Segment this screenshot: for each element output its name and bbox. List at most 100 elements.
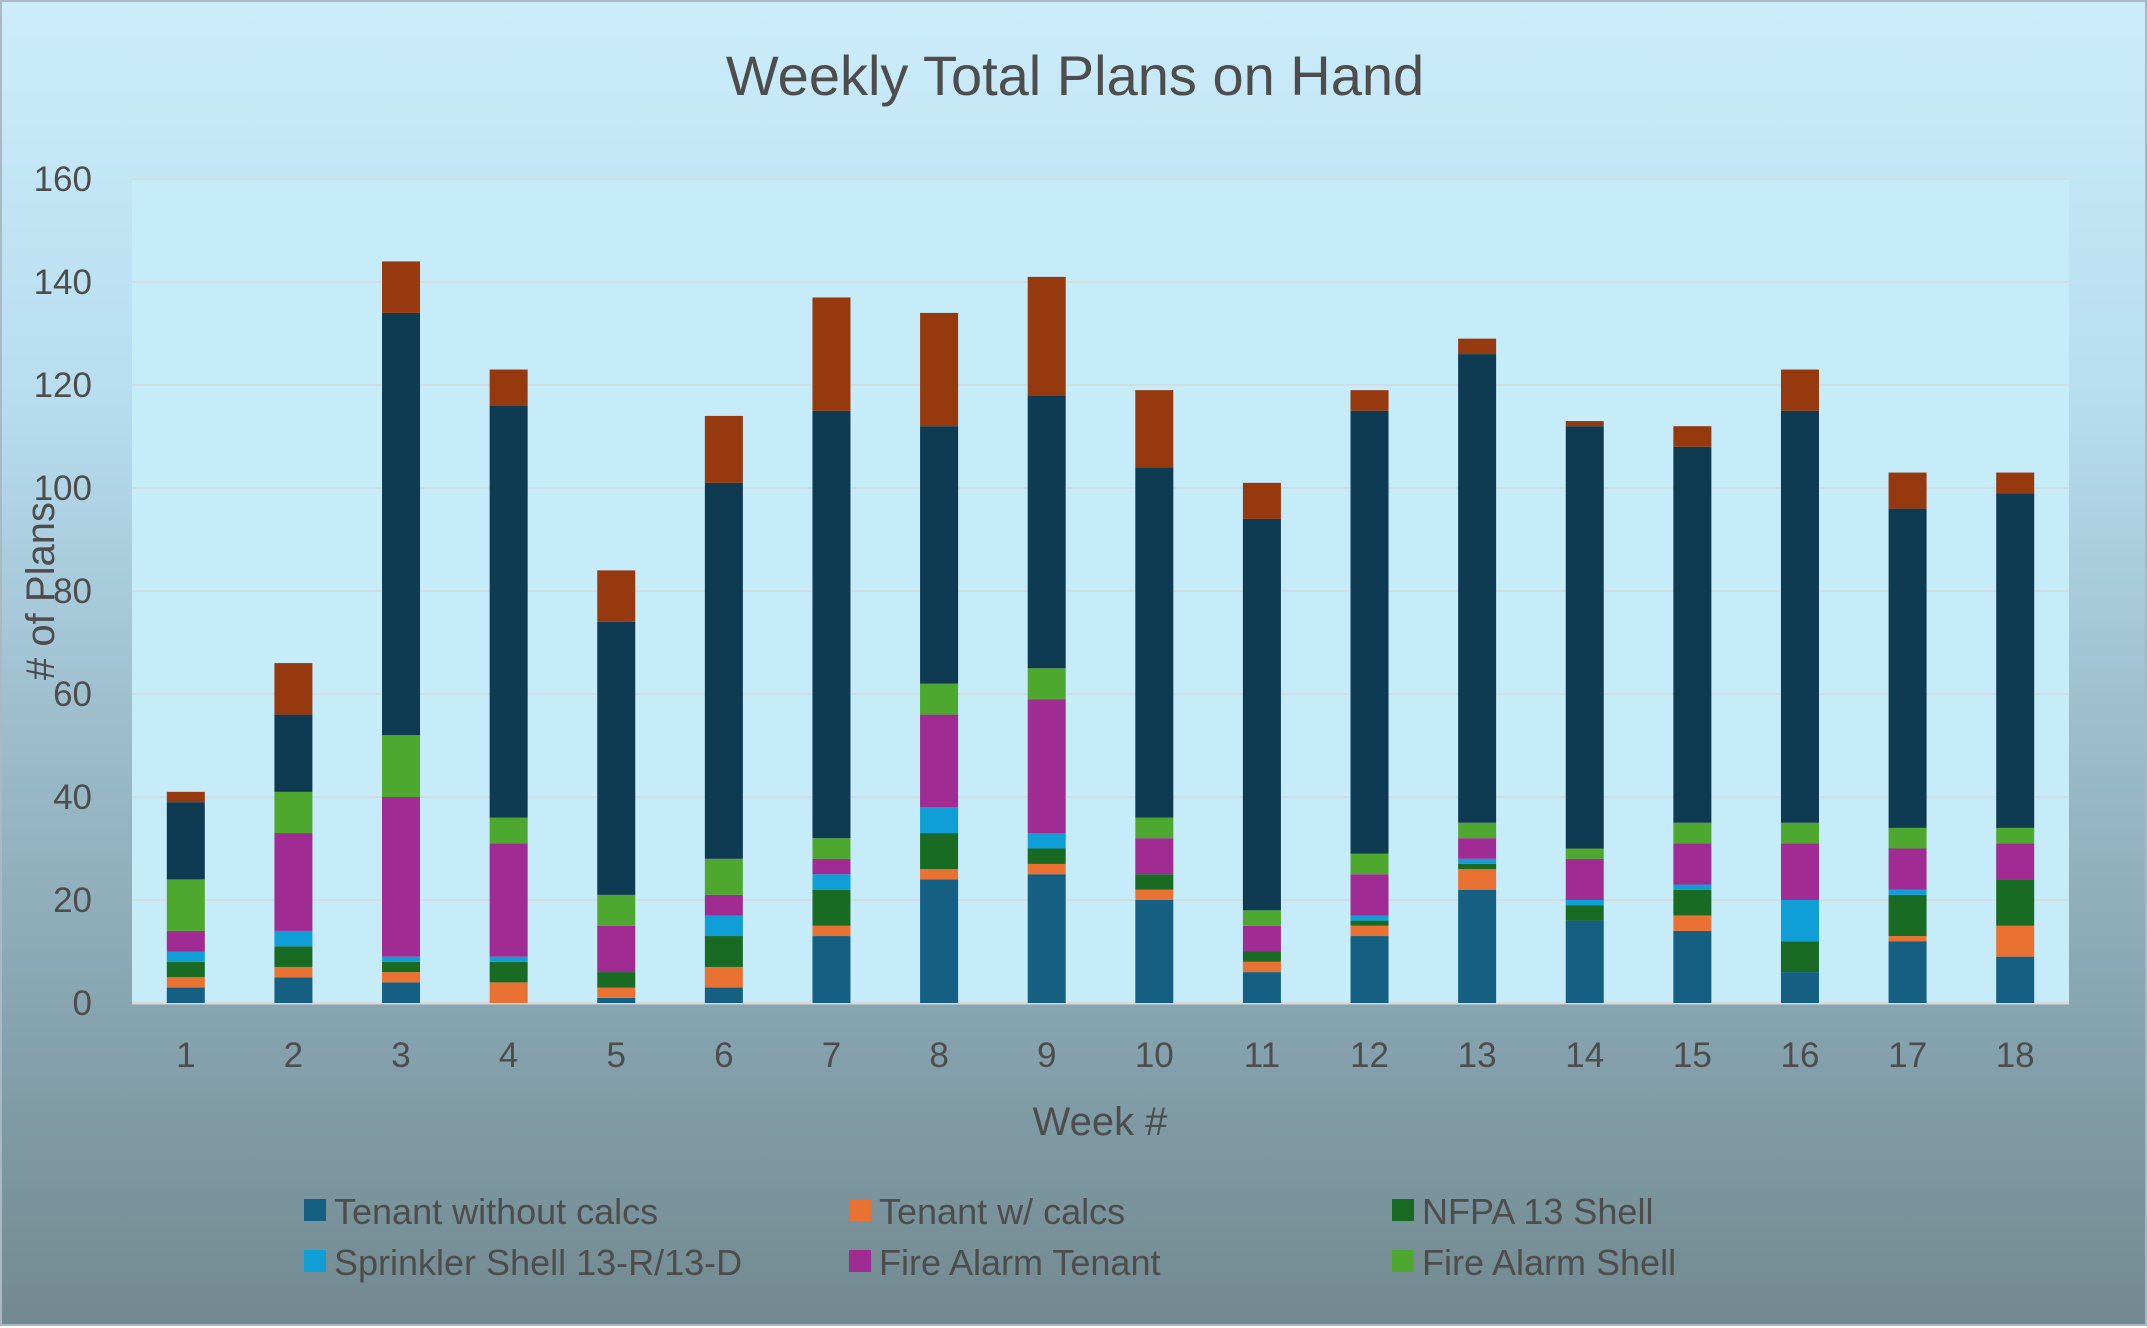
y-axis-label: # of Plans	[19, 502, 63, 680]
legend-label: Tenant without calcs	[334, 1191, 658, 1232]
bar-segment	[166, 961, 205, 978]
bar-segment	[920, 714, 959, 808]
bar-segment	[1458, 354, 1497, 823]
bar-segment	[1673, 822, 1712, 844]
bar-segment	[1888, 827, 1927, 849]
x-tick-label: 15	[1673, 1036, 1712, 1075]
bar-segment	[1135, 838, 1174, 875]
chart-title: Weekly Total Plans on Hand	[726, 44, 1424, 107]
legend: Tenant without calcs Tenant w/ calcs NFPA …	[304, 1191, 1676, 1283]
bar-segment	[1780, 410, 1819, 823]
bar-segment	[1027, 395, 1066, 669]
bar-segment	[1673, 930, 1712, 1003]
bar-segment	[1242, 972, 1281, 1003]
bar-segment	[1242, 951, 1281, 962]
bar-segment	[166, 791, 205, 803]
bar-segment	[274, 930, 313, 947]
bar-segment	[382, 312, 421, 736]
bar-segment	[1027, 863, 1066, 875]
bar-segment	[704, 894, 743, 916]
bar-segment	[1242, 482, 1281, 519]
bar-segment	[1135, 874, 1174, 890]
bar-segment	[1350, 853, 1389, 875]
y-axis-ticks: 0 20 40 60 80 100 120 140 160	[34, 160, 92, 1023]
x-tick-label: 13	[1458, 1036, 1497, 1075]
bar-segment	[1458, 889, 1497, 1003]
bar-segment	[489, 956, 528, 962]
bar-segment	[1242, 961, 1281, 973]
bar-segment	[489, 405, 528, 818]
x-tick-label: 8	[929, 1036, 948, 1075]
legend-swatch	[1392, 1250, 1414, 1272]
bar-segment	[1242, 910, 1281, 926]
legend-label: Fire Alarm Shell	[1422, 1242, 1676, 1283]
bar-segment	[1027, 276, 1066, 396]
bar-segment	[1673, 446, 1712, 823]
bar-segment	[1350, 936, 1389, 1003]
bar-segment	[1565, 848, 1604, 859]
bar-segment	[812, 858, 851, 875]
bar-segment	[1780, 369, 1819, 411]
bar-segment	[812, 410, 851, 839]
bar-segment	[597, 925, 636, 973]
x-tick-label: 3	[391, 1036, 410, 1075]
bar-segment	[1135, 467, 1174, 818]
bar-segment	[166, 802, 205, 880]
bar-segment	[597, 570, 636, 622]
bar-segment	[489, 817, 528, 844]
bar-segment	[1565, 920, 1604, 1003]
bar-segment	[597, 997, 636, 1003]
x-tick-label: 16	[1781, 1036, 1820, 1075]
bar-segment	[166, 879, 205, 931]
bar-segment	[166, 930, 205, 952]
x-tick-label: 18	[1996, 1036, 2035, 1075]
bar-segment	[274, 977, 313, 1003]
bar-segment	[1135, 817, 1174, 839]
bar-segment	[1135, 900, 1174, 1003]
bar-segment	[1996, 472, 2035, 494]
bar-segment	[1888, 472, 1927, 509]
bar-segment	[1565, 421, 1604, 427]
bar-segment	[274, 833, 313, 931]
bar-segment	[1350, 915, 1389, 921]
legend-label: Sprinkler Shell 13-R/13-D	[334, 1242, 742, 1283]
x-tick-label: 11	[1244, 1036, 1280, 1075]
bar-segment	[1996, 956, 2035, 1003]
bar-segment	[1027, 848, 1066, 864]
bar-segment	[704, 482, 743, 859]
bar-segment	[1027, 668, 1066, 700]
y-tick-label: 20	[53, 881, 92, 920]
bar-segment	[920, 833, 959, 870]
bar-segment	[274, 946, 313, 967]
x-axis-label: Week #	[1033, 1100, 1169, 1144]
bar-segment	[382, 982, 421, 1003]
bar-segment	[489, 982, 528, 1003]
x-tick-label: 5	[607, 1036, 626, 1075]
bar-segment	[1673, 843, 1712, 885]
legend-label: NFPA 13 Shell	[1422, 1191, 1653, 1232]
bar-segment	[920, 683, 959, 715]
bar-segment	[489, 843, 528, 957]
bar-segment	[704, 987, 743, 1003]
bar-segment	[1458, 838, 1497, 859]
bar-segment	[597, 621, 636, 895]
bar-segment	[1996, 493, 2035, 828]
bar-segment	[1242, 518, 1281, 911]
legend-label: Tenant w/ calcs	[879, 1191, 1125, 1232]
bar-segment	[1888, 508, 1927, 828]
bar-segment	[1780, 843, 1819, 900]
bar-segment	[1027, 833, 1066, 849]
bar-segment	[382, 797, 421, 957]
bar-segment	[1565, 900, 1604, 906]
bar-segment	[1996, 827, 2035, 844]
bar-segment	[1673, 884, 1712, 890]
bars	[166, 261, 2035, 1003]
bar-segment	[1135, 390, 1174, 468]
y-tick-label: 40	[53, 778, 92, 817]
bar-segment	[1458, 822, 1497, 839]
x-tick-label: 12	[1350, 1036, 1389, 1075]
y-tick-label: 80	[53, 572, 92, 611]
bar-segment	[920, 879, 959, 1003]
bar-segment	[166, 951, 205, 962]
